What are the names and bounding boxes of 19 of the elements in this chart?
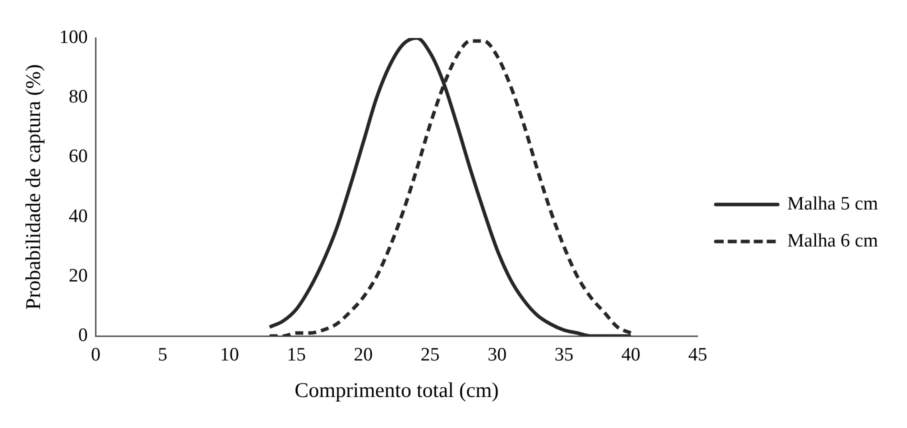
x-tick-label: 30 bbox=[488, 344, 507, 366]
x-tick-label: 35 bbox=[554, 344, 574, 366]
x-tick-label: 20 bbox=[354, 344, 373, 366]
x-tick-label: 15 bbox=[286, 344, 306, 366]
legend-label: Malha 5 cm bbox=[787, 193, 878, 214]
x-tick-label: 25 bbox=[420, 344, 440, 366]
y-axis-title: Probabilidade de captura (%) bbox=[21, 64, 46, 310]
y-tick-label: 100 bbox=[59, 26, 88, 48]
legend-label: Malha 6 cm bbox=[787, 230, 878, 252]
x-tick-label: 10 bbox=[220, 344, 239, 366]
x-tick-label: 5 bbox=[158, 344, 168, 366]
x-axis-title: Comprimento total (cm) bbox=[294, 378, 499, 402]
y-tick-label: 80 bbox=[68, 86, 88, 108]
y-tick-label: 20 bbox=[68, 265, 88, 286]
x-tick-label: 40 bbox=[621, 344, 640, 366]
y-tick-label: 60 bbox=[68, 146, 88, 168]
x-tick-label: 45 bbox=[688, 344, 708, 366]
y-tick-label: 0 bbox=[78, 324, 88, 346]
y-tick-label: 40 bbox=[68, 206, 88, 227]
